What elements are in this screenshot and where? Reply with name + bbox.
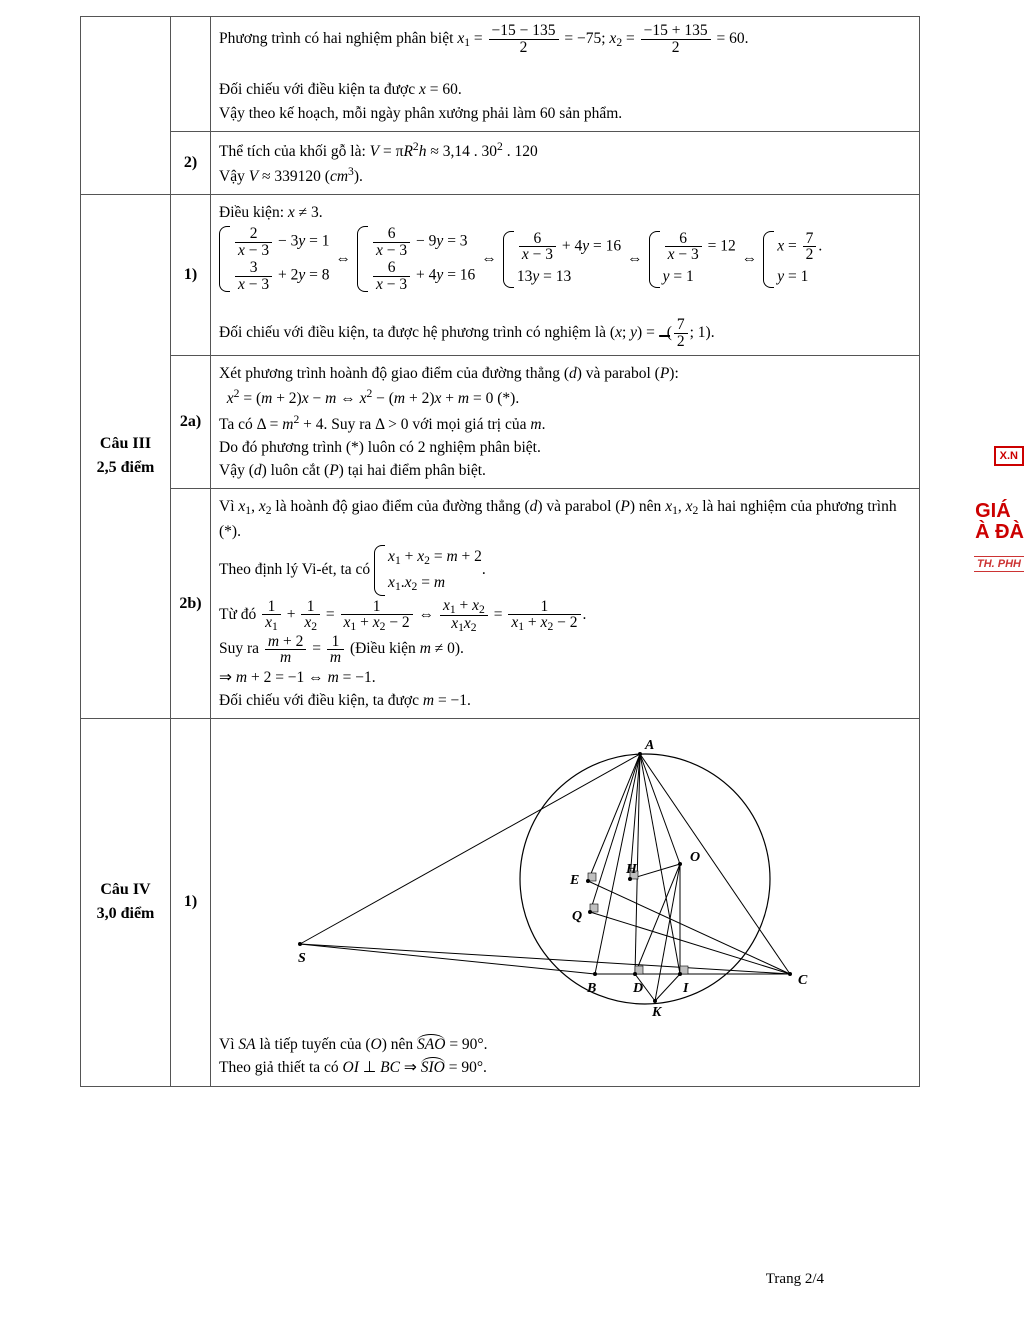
stamp-text-1: GIÁ xyxy=(975,500,1011,522)
svg-text:O: O xyxy=(690,850,700,865)
q4-label: Câu IV3,0 điểm xyxy=(81,719,171,1087)
part-iii-2a: 2a) xyxy=(171,356,211,489)
q2-label xyxy=(81,17,171,195)
text-r1: Phương trình có hai nghiệm phân biệt x1 … xyxy=(219,30,748,122)
content-r5: Vì x1, x2 là hoành độ giao điểm của đườn… xyxy=(211,489,920,719)
content-r6: A O S B C D I K E H Q Vì SA là tiếp tuyến của (O) … xyxy=(211,719,920,1087)
text-r5: Vì x1, x2 là hoành độ giao điểm của đườn… xyxy=(219,498,897,709)
q3-label-text: Câu III2,5 điểm xyxy=(97,435,155,476)
part-blank xyxy=(171,17,211,132)
stamp-box: X.N xyxy=(994,446,1024,466)
svg-text:B: B xyxy=(586,981,596,996)
text-r2: Thể tích của khối gỗ là: V = πR2h ≈ 3,14… xyxy=(219,143,538,185)
svg-text:C: C xyxy=(798,973,808,988)
svg-text:H: H xyxy=(625,862,638,877)
row-iv-1: Câu IV3,0 điểm 1) A O S B C D I K E H Q Vì SA là t… xyxy=(81,719,920,1087)
page-footer: Trang 2/4 xyxy=(766,1271,824,1288)
svg-text:Q: Q xyxy=(572,909,582,924)
text-r4: Xét phương trình hoành độ giao điểm của … xyxy=(219,365,679,479)
row-iii-1: Câu III2,5 điểm 1) Điều kiện: x ≠ 3.2x −… xyxy=(81,194,920,356)
content-r2: Thể tích của khối gỗ là: V = πR2h ≈ 3,14… xyxy=(211,131,920,194)
solution-table: Phương trình có hai nghiệm phân biệt x1 … xyxy=(80,16,920,1087)
part-iii-1: 1) xyxy=(171,194,211,356)
svg-text:S: S xyxy=(298,951,306,966)
row-iii-2b: 2b) Vì x1, x2 là hoành độ giao điểm của … xyxy=(81,489,920,719)
text-r6: Vì SA là tiếp tuyến của (O) nên SAO = 90… xyxy=(219,1036,488,1076)
svg-text:E: E xyxy=(569,873,579,888)
q4-label-text: Câu IV3,0 điểm xyxy=(97,881,155,922)
q3-label: Câu III2,5 điểm xyxy=(81,194,171,718)
content-r3: Điều kiện: x ≠ 3.2x − 3 − 3y = 13x − 3 +… xyxy=(211,194,920,356)
content-r1: Phương trình có hai nghiệm phân biệt x1 … xyxy=(211,17,920,132)
part-2: 2) xyxy=(171,131,211,194)
part-iii-2b: 2b) xyxy=(171,489,211,719)
stamp-text-2: À ĐÀ xyxy=(975,521,1024,543)
content-r4: Xét phương trình hoành độ giao điểm của … xyxy=(211,356,920,489)
row-iii-2a: 2a) Xét phương trình hoành độ giao điểm … xyxy=(81,356,920,489)
row-2: 2) Thể tích của khối gỗ là: V = πR2h ≈ 3… xyxy=(81,131,920,194)
stamp-text: GIÁ À ĐÀ xyxy=(975,501,1024,543)
svg-text:A: A xyxy=(644,738,654,753)
geometry-diagram: A O S B C D I K E H Q xyxy=(285,729,845,1029)
text-r3: Điều kiện: x ≠ 3.2x − 3 − 3y = 13x − 3 +… xyxy=(219,204,822,341)
svg-text:D: D xyxy=(632,981,643,996)
svg-text:I: I xyxy=(682,981,689,996)
svg-text:K: K xyxy=(651,1005,663,1020)
row-pre-2: Phương trình có hai nghiệm phân biệt x1 … xyxy=(81,17,920,132)
stamp-signature: TH. PHH xyxy=(974,556,1024,572)
part-iv-1: 1) xyxy=(171,719,211,1087)
